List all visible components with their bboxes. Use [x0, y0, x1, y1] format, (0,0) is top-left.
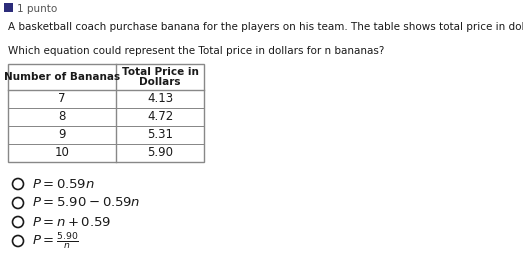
Text: 10: 10	[54, 147, 70, 160]
Text: 9: 9	[58, 129, 66, 142]
Text: Number of Bananas: Number of Bananas	[4, 72, 120, 82]
Text: $P = 5.90 - 0.59n$: $P = 5.90 - 0.59n$	[32, 197, 140, 210]
Bar	[8, 64, 204, 162]
Bar	[4, 3, 13, 12]
Text: $P = n + 0.59$: $P = n + 0.59$	[32, 215, 111, 228]
Text: $P = \frac{5.90}{n}$: $P = \frac{5.90}{n}$	[32, 231, 79, 251]
Text: Dollars: Dollars	[139, 77, 181, 87]
Text: Which equation could represent the Total price in dollars for n bananas?: Which equation could represent the Total…	[8, 46, 384, 56]
Text: 5.31: 5.31	[147, 129, 173, 142]
Text: $P = 0.59n$: $P = 0.59n$	[32, 178, 95, 191]
Text: 1 punto: 1 punto	[17, 4, 57, 14]
Text: Total Price in: Total Price in	[121, 67, 198, 77]
Text: 8: 8	[58, 111, 66, 123]
Text: 5.90: 5.90	[147, 147, 173, 160]
Text: 4.13: 4.13	[147, 92, 173, 105]
Text: 7: 7	[58, 92, 66, 105]
Text: A basketball coach purchase banana for the players on his team. The table shows : A basketball coach purchase banana for t…	[8, 22, 523, 32]
Text: 4.72: 4.72	[147, 111, 173, 123]
